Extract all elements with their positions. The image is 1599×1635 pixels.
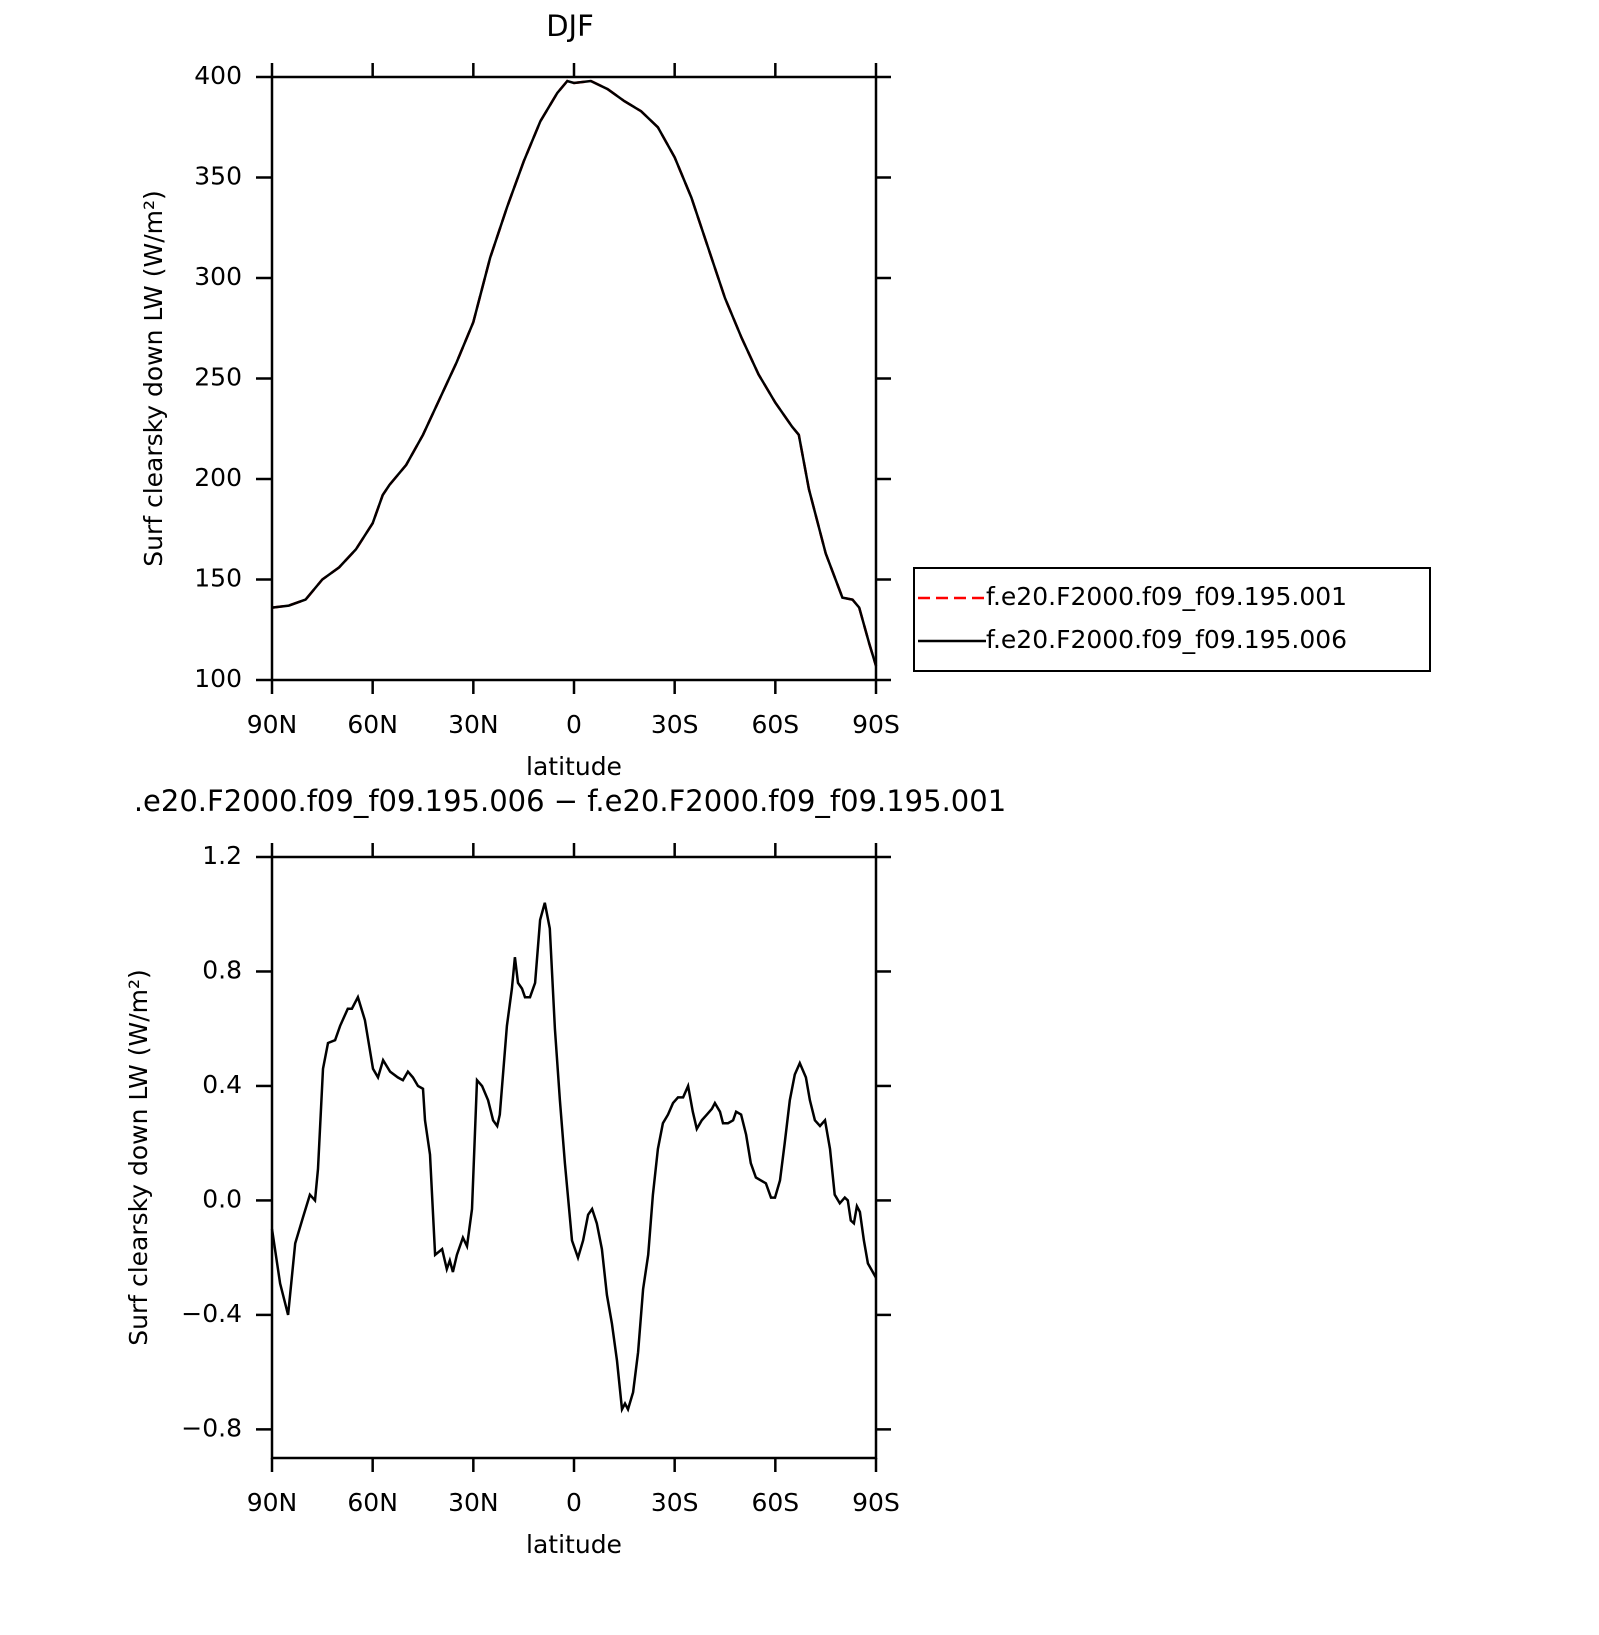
plot-frame [270,75,878,682]
x-axis-label: latitude [526,752,622,781]
legend-label: f.e20.F2000.f09_f09.195.001 [986,582,1347,611]
x-tick-label: 30N [448,1488,499,1517]
legend-label: f.e20.F2000.f09_f09.195.006 [986,625,1347,654]
x-tick-label: 60S [751,1488,799,1517]
x-tick-label: 90N [247,1488,298,1517]
y-tick-label: −0.4 [181,1299,242,1328]
chart-title: DJF [546,9,594,43]
y-tick-label: 0.0 [202,1184,242,1213]
y-tick-label: 100 [194,664,242,693]
chart-title: .e20.F2000.f09_f09.195.006 − f.e20.F2000… [134,784,1006,818]
y-tick-label: 400 [194,61,242,90]
data-line [271,79,878,667]
x-tick-label: 30S [651,1488,699,1517]
x-tick-label: 0 [566,710,582,739]
y-tick-label: 1.2 [202,841,242,870]
x-tick-label: 90S [852,1488,900,1517]
x-tick-label: 60N [347,1488,398,1517]
y-tick-label: 300 [194,262,242,291]
y-tick-label: 200 [194,463,242,492]
y-axis-label: Surf clearsky down LW (W/m²) [139,190,168,567]
x-tick-label: 90N [247,710,298,739]
plot-frame [270,855,878,1460]
y-axis-label: Surf clearsky down LW (W/m²) [124,969,153,1346]
x-tick-label: 60S [751,710,799,739]
legend: f.e20.F2000.f09_f09.195.001 f.e20.F2000.f… [913,567,1431,672]
x-tick-label: 0 [566,1488,582,1517]
data-line [271,79,878,667]
y-tick-label: −0.8 [181,1413,242,1442]
y-tick-label: 350 [194,162,242,191]
y-tick-label: 0.8 [202,955,242,984]
x-axis-label: latitude [526,1530,622,1559]
legend-box [913,567,1431,672]
y-tick-label: 0.4 [202,1070,242,1099]
x-tick-label: 30N [448,710,499,739]
y-tick-label: 150 [194,564,242,593]
x-tick-label: 60N [347,710,398,739]
data-line [270,902,878,1414]
x-tick-label: 90S [852,710,900,739]
y-tick-label: 250 [194,363,242,392]
x-tick-label: 30S [651,710,699,739]
